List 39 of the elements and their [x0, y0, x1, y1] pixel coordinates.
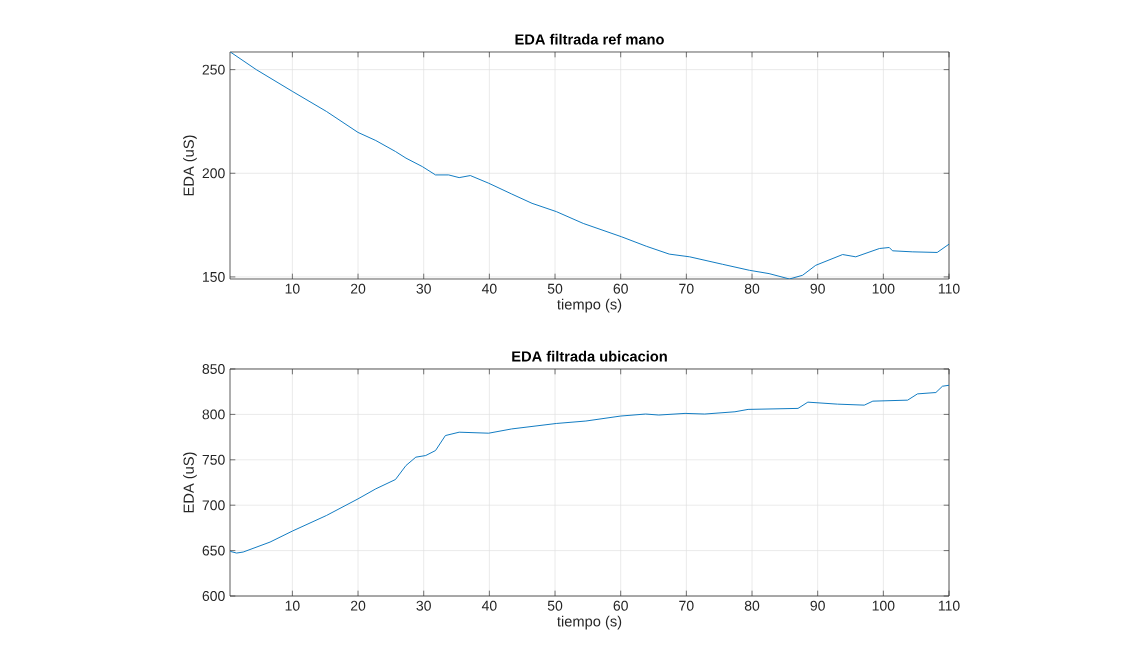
x-tick-label: 60 [613, 283, 628, 294]
x-tick-label: 100 [872, 600, 895, 611]
x-tick-label: 40 [481, 283, 497, 294]
x-tick-label: 70 [679, 283, 694, 294]
x-tick-label: 20 [350, 600, 366, 611]
chart-title: EDA filtrada ref mano [515, 33, 664, 45]
y-tick-label: 150 [203, 271, 225, 282]
x-tick-label: 20 [350, 283, 366, 294]
chart-title: EDA filtrada ubicacion [512, 350, 667, 362]
x-tick-label: 10 [285, 283, 300, 294]
line-series [230, 52, 950, 279]
y-tick-label: 750 [202, 454, 225, 465]
x-tick-label: 50 [547, 283, 563, 294]
x-tick-label: 30 [416, 600, 431, 611]
x-tick-label: 80 [744, 600, 760, 611]
y-tick-label: 850 [202, 364, 225, 374]
x-axis-title: tiempo (s) [557, 298, 622, 313]
x-tick-label: 40 [481, 600, 497, 611]
y-axis-title: EDA (uS) [183, 452, 197, 513]
y-tick-label: 650 [202, 545, 225, 556]
y-tick-label: 700 [202, 500, 225, 511]
x-tick-label: 110 [938, 600, 960, 611]
x-tick-label: 110 [938, 283, 960, 294]
y-tick-label: 800 [202, 409, 225, 420]
x-axis-title: tiempo (s) [557, 615, 622, 630]
x-tick-label: 70 [679, 600, 694, 611]
x-tick-label: 50 [547, 600, 563, 611]
x-tick-label: 90 [810, 600, 825, 611]
y-axis-title: EDA (uS) [183, 135, 197, 196]
line-series [230, 384, 950, 554]
x-tick-label: 60 [613, 600, 628, 611]
x-tick-label: 100 [872, 283, 895, 294]
x-tick-label: 30 [416, 283, 431, 294]
x-tick-label: 10 [285, 600, 300, 611]
y-tick-label: 200 [202, 168, 225, 179]
x-tick-label: 90 [810, 283, 825, 294]
y-tick-label: 600 [202, 591, 225, 601]
y-tick-label: 250 [202, 64, 225, 75]
x-tick-label: 80 [744, 283, 760, 294]
